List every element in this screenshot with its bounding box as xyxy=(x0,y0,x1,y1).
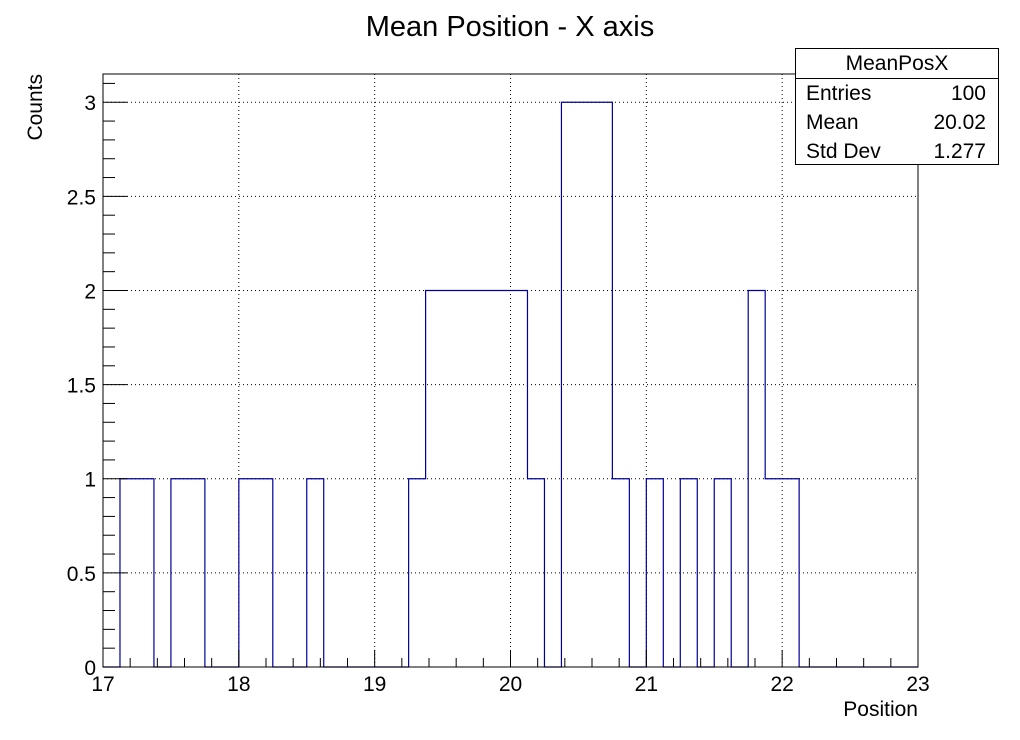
stats-row-stddev: Std Dev 1.277 xyxy=(796,137,998,166)
y-axis-label: Counts xyxy=(24,74,47,141)
y-tick-label: 3 xyxy=(84,92,96,115)
y-tick-label: 2 xyxy=(84,280,96,303)
x-tick-label: 19 xyxy=(363,673,386,696)
x-tick-label: 20 xyxy=(499,673,522,696)
stats-label: Std Dev xyxy=(806,140,881,163)
x-tick-label: 21 xyxy=(635,673,658,696)
y-axis-ticks xyxy=(103,82,127,668)
stats-label: Entries xyxy=(806,82,872,105)
y-tick-label: 1.5 xyxy=(67,375,96,398)
stats-box-title: MeanPosX xyxy=(796,49,998,79)
x-axis-tick-labels: 17 18 19 20 21 22 23 xyxy=(91,673,929,696)
x-tick-label: 22 xyxy=(770,673,793,696)
stats-value: 100 xyxy=(950,82,986,105)
y-axis-tick-labels: 0 0.5 1 1.5 2 2.5 3 xyxy=(67,92,96,680)
x-tick-label: 18 xyxy=(227,673,250,696)
x-tick-label: 17 xyxy=(91,673,114,696)
stats-row-mean: Mean 20.02 xyxy=(796,108,998,137)
y-tick-label: 0.5 xyxy=(67,563,96,586)
y-tick-label: 2.5 xyxy=(67,186,96,209)
x-tick-label: 23 xyxy=(906,673,929,696)
y-tick-label: 0 xyxy=(84,657,96,680)
x-axis-label: Position xyxy=(843,698,918,721)
grid-lines xyxy=(103,74,918,667)
stats-box: MeanPosX Entries 100 Mean 20.02 Std Dev … xyxy=(795,48,999,165)
stats-row-entries: Entries 100 xyxy=(796,79,998,108)
stats-value: 1.277 xyxy=(933,140,986,163)
stats-value: 20.02 xyxy=(933,111,986,134)
chart-title: Mean Position - X axis xyxy=(366,11,655,43)
stats-label: Mean xyxy=(806,111,859,134)
x-axis-ticks xyxy=(102,650,919,667)
y-tick-label: 1 xyxy=(84,469,96,492)
